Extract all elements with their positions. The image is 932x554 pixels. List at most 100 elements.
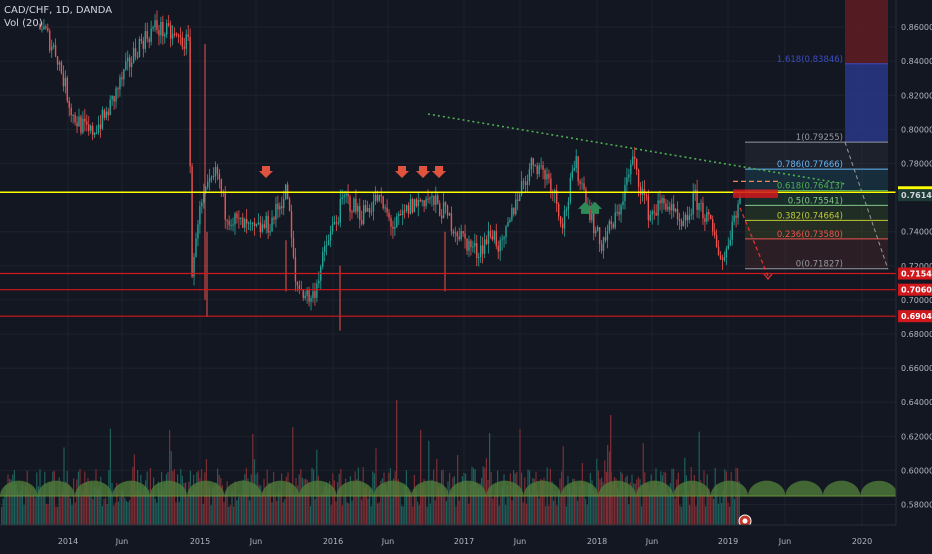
volume-bar: [221, 485, 223, 525]
candle-body: [604, 237, 607, 241]
candle-body: [84, 118, 86, 122]
last-price-tag: 0.76142: [901, 191, 932, 200]
candle-body: [189, 36, 191, 167]
volume-bar: [445, 501, 447, 525]
candle-body: [663, 197, 665, 204]
candle-body: [158, 30, 160, 36]
candle-body: [483, 239, 486, 254]
volume-bar: [449, 472, 451, 525]
candle-body: [386, 207, 388, 213]
volume-bar: [602, 482, 604, 525]
x-tick-label: Jun: [645, 537, 659, 546]
volume-bar: [277, 491, 279, 525]
volume-bar: [612, 484, 614, 525]
volume-bar: [476, 482, 478, 525]
candle-body: [616, 211, 618, 213]
volume-bar: [298, 474, 300, 525]
volume-bar: [570, 494, 572, 525]
volume-bar: [729, 506, 731, 525]
volume-bar: [77, 471, 79, 525]
volume-bar: [410, 492, 412, 525]
fib-zone: [745, 205, 888, 221]
volume-bar: [620, 471, 622, 525]
volume-bar: [677, 472, 679, 525]
candle-body: [107, 111, 109, 116]
volume-bar: [349, 476, 351, 525]
volume-bar: [556, 505, 558, 525]
volume-bar: [692, 483, 694, 525]
volume-bar: [172, 471, 174, 525]
volume-bar: [148, 489, 150, 525]
candle-body: [536, 165, 538, 175]
candle-body: [382, 196, 384, 209]
volume-bar: [346, 502, 348, 525]
candle-body: [688, 215, 691, 221]
trendlines[interactable]: [427, 113, 889, 281]
volume-bar: [335, 501, 337, 525]
candle-body: [273, 217, 275, 220]
volume-bar: [372, 471, 374, 525]
candle-body: [380, 195, 382, 197]
volume-bar: [516, 472, 518, 525]
volume-bar: [628, 504, 630, 525]
annotation-arrows[interactable]: [259, 166, 752, 528]
fibonacci-retracement[interactable]: 1.618(0.83846) 1(0.79255) 0.786(0.77666) 0.…: [745, 0, 888, 270]
candle-body: [335, 222, 338, 224]
volume-bar: [517, 492, 519, 525]
volume-bar: [383, 472, 385, 525]
candle-body: [655, 213, 657, 216]
horizontal-levels[interactable]: [0, 189, 896, 317]
volume-bar: [463, 472, 465, 525]
volume-bar: [101, 505, 103, 525]
volume-bar: [441, 470, 443, 525]
volume-bar: [629, 482, 631, 525]
volume-bar: [465, 473, 467, 525]
volume-bar: [333, 480, 335, 525]
candle-body: [366, 208, 369, 212]
volume-bar: [4, 493, 6, 525]
volume-bar: [519, 428, 521, 525]
volume-bar: [732, 480, 734, 525]
candle-body: [322, 251, 324, 267]
candle-body: [197, 224, 199, 239]
candle-body: [54, 45, 57, 57]
candle-body: [201, 202, 203, 207]
candle-body: [134, 48, 137, 57]
candle-body: [712, 219, 714, 232]
candle-body: [376, 195, 379, 201]
candle-body: [583, 183, 585, 190]
candle-body: [472, 246, 474, 248]
fib-zone: [745, 169, 888, 191]
candle-body: [497, 245, 499, 252]
candle-body: [347, 193, 349, 197]
candle-body: [115, 88, 117, 102]
fib-zone: [745, 220, 888, 239]
candle-body: [41, 29, 43, 31]
volume-bar: [533, 478, 535, 525]
candle-body: [199, 206, 201, 225]
volume-bar: [711, 493, 713, 525]
candle-body: [312, 291, 314, 299]
candle-body: [208, 177, 211, 182]
volume-bar: [111, 482, 113, 525]
candle-body: [316, 283, 318, 298]
volume-bar: [65, 481, 67, 525]
candle-body: [89, 125, 92, 131]
volume-bar: [524, 477, 526, 525]
volume-bar: [551, 481, 553, 525]
volume-bar: [468, 503, 470, 525]
volume-bar: [594, 492, 596, 525]
candle-body: [637, 169, 640, 187]
candle-body: [80, 116, 82, 133]
volume-bar: [229, 505, 231, 525]
candle-body: [119, 77, 121, 90]
candle-body: [499, 240, 501, 252]
volume-bar: [433, 469, 435, 525]
candle-body: [571, 170, 574, 178]
event-marker-dot: [742, 518, 748, 524]
volume-bar: [557, 492, 559, 525]
volume-bar: [52, 471, 54, 525]
candle-body: [47, 28, 49, 31]
